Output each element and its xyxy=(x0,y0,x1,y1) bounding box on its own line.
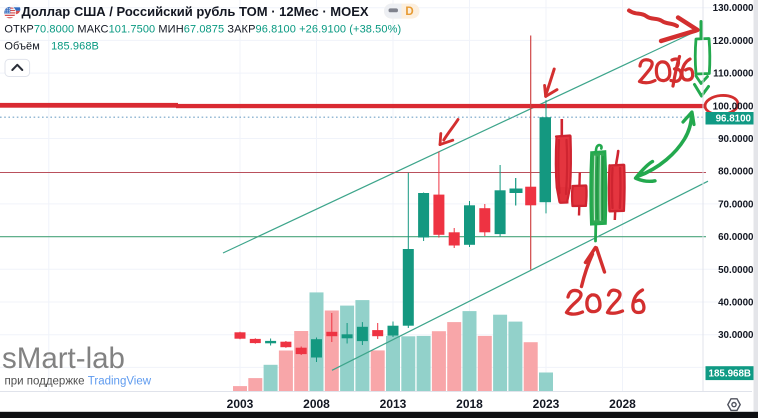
svg-text:2023: 2023 xyxy=(533,397,560,411)
svg-text:2003: 2003 xyxy=(227,397,254,411)
svg-text:50.0000: 50.0000 xyxy=(718,265,754,276)
svg-text:130.0000: 130.0000 xyxy=(713,3,754,14)
svg-text:при поддержке TradingView: при поддержке TradingView xyxy=(5,376,152,388)
svg-text:2018: 2018 xyxy=(456,397,483,411)
svg-text:96.8100: 96.8100 xyxy=(716,114,752,125)
svg-text:70.0000: 70.0000 xyxy=(718,199,754,210)
svg-text:Доллар США / Российский рубль: Доллар США / Российский рубль TOM · 12Ме… xyxy=(22,4,369,19)
svg-text:100.0000: 100.0000 xyxy=(713,101,754,112)
svg-text:185.968B: 185.968B xyxy=(709,369,752,380)
svg-text:sMart-lab: sMart-lab xyxy=(2,342,125,375)
svg-text:ОТКР70.8000 МАКС101.7500 МИН: ОТКР70.8000 МАКС101.7500 МИН67.0875 ЗАКР… xyxy=(4,24,401,36)
svg-text:90.0000: 90.0000 xyxy=(718,134,754,145)
svg-text:30.0000: 30.0000 xyxy=(718,330,754,341)
svg-text:2008: 2008 xyxy=(303,397,330,411)
svg-text:2013: 2013 xyxy=(380,397,407,411)
svg-text:110.0000: 110.0000 xyxy=(713,69,754,80)
svg-text:40.0000: 40.0000 xyxy=(718,298,754,309)
svg-text:120.0000: 120.0000 xyxy=(713,36,754,47)
svg-text:2028: 2028 xyxy=(609,397,636,411)
svg-text:60.0000: 60.0000 xyxy=(718,232,754,243)
svg-text:Объём 185.968B: Объём 185.968B xyxy=(4,41,99,53)
svg-text:D: D xyxy=(405,6,413,18)
svg-text:80.0000: 80.0000 xyxy=(718,167,754,178)
